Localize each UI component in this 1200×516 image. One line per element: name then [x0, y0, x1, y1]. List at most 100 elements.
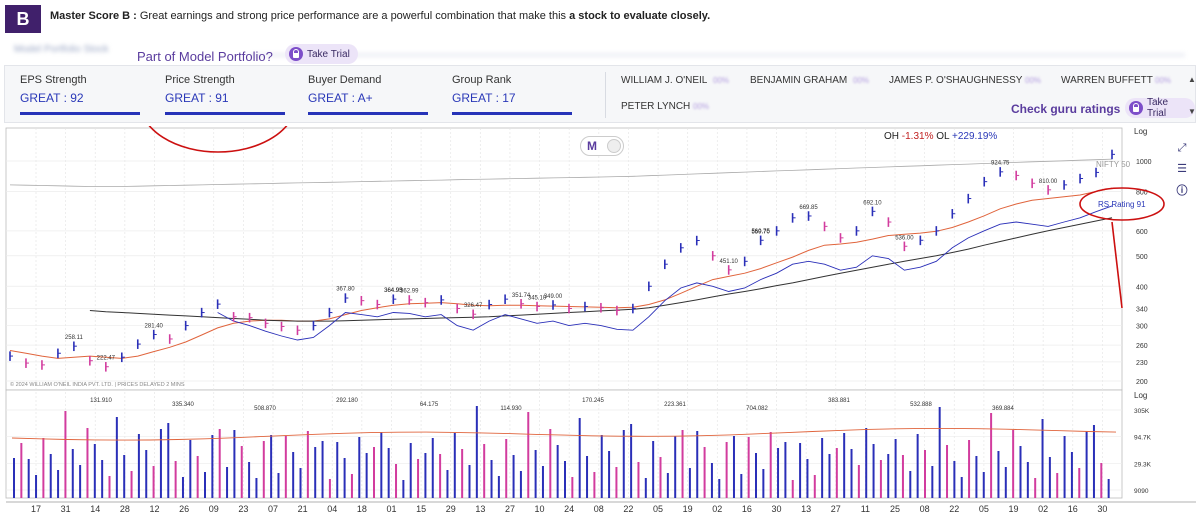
volume-label: 114.930	[500, 406, 522, 412]
price-label: 351.74	[512, 293, 531, 299]
price-tick-label: 260	[1136, 343, 1148, 350]
check-guru-ratings-label: Check guru ratings	[1011, 102, 1121, 116]
price-label: 451.10	[720, 259, 739, 265]
info-icon[interactable]: ⓘ	[1176, 185, 1188, 197]
price-label: 536.00	[895, 235, 914, 241]
annotation-circle-price-strength	[148, 126, 288, 153]
model-portfolio-row: Model Portfolio Stock Part of Model Port…	[0, 40, 1200, 66]
x-tick-label: 22	[949, 504, 959, 514]
volume-label: 383.881	[828, 398, 850, 404]
guru-graham-pct: 00%	[853, 76, 870, 85]
price-label: 367.80	[336, 287, 355, 293]
volume-label: 131.910	[90, 398, 112, 404]
guru-oshaughnessy-pct: 00%	[1025, 76, 1042, 85]
metric-label: Price Strength	[165, 74, 235, 86]
chart-toggle[interactable]: M	[580, 136, 624, 156]
master-score-conclusion: a stock to evaluate closely.	[569, 10, 711, 22]
metric-label: EPS Strength	[20, 74, 87, 86]
metric-value: GREAT : 92	[20, 91, 84, 105]
volume-tick-label: 305K	[1134, 408, 1150, 415]
x-tick-label: 28	[120, 504, 130, 514]
guru-oshaughnessy[interactable]: JAMES P. O'SHAUGHNESSY	[889, 75, 1023, 86]
price-label: 281.40	[145, 323, 164, 329]
volume-label: 170.245	[582, 398, 604, 404]
price-label: 362.99	[400, 289, 419, 295]
volume-label: 369.884	[992, 406, 1014, 412]
price-tick-label: 500	[1136, 254, 1148, 261]
metrics-divider	[605, 72, 606, 118]
guru-oneil-pct: 00%	[713, 76, 730, 85]
x-tick-label: 14	[90, 504, 100, 514]
x-tick-label: 07	[268, 504, 278, 514]
price-tick-label: 340	[1136, 306, 1148, 313]
x-tick-label: 17	[31, 504, 41, 514]
x-tick-label: 25	[890, 504, 900, 514]
marketsmith-logo-icon: M	[587, 139, 597, 153]
take-trial-label: Take Trial	[1147, 97, 1169, 119]
x-tick-label: 10	[535, 504, 545, 514]
lock-icon	[289, 47, 303, 61]
x-tick-label: 05	[653, 504, 663, 514]
model-portfolio-take-trial-button[interactable]: Take Trial	[285, 44, 358, 64]
price-tick-label: 1000	[1136, 159, 1152, 166]
series-line-nifty-50	[9, 158, 1113, 187]
master-score-bar: B Master Score B : Great earnings and st…	[0, 0, 1200, 36]
price-label: 559.70	[751, 229, 770, 235]
guru-graham[interactable]: BENJAMIN GRAHAM	[750, 75, 848, 86]
x-tick-label: 15	[416, 504, 426, 514]
metric-bar	[165, 112, 285, 115]
price-tick-label: 300	[1136, 324, 1148, 331]
x-tick-label: 08	[920, 504, 930, 514]
price-label: 349.00	[544, 294, 563, 300]
volume-tick-label: 29.3K	[1134, 461, 1152, 468]
price-scale-label: Log	[1134, 127, 1147, 136]
x-tick-label: 05	[979, 504, 989, 514]
x-tick-label: 12	[149, 504, 159, 514]
price-tick-label: 800	[1136, 190, 1148, 197]
volume-label: 508.870	[254, 406, 276, 412]
x-tick-label: 19	[1009, 504, 1019, 514]
volume-label: 223.361	[664, 402, 686, 408]
lock-icon	[1129, 101, 1143, 115]
x-tick-label: 22	[623, 504, 633, 514]
metric-label: Buyer Demand	[308, 74, 382, 86]
metric-bar	[452, 112, 572, 115]
master-score-label: Master Score B :	[50, 10, 137, 22]
annotation-arrow	[1111, 221, 1123, 309]
price-label: 692.10	[863, 200, 882, 206]
scroll-up-icon[interactable]: ▲	[1188, 75, 1196, 84]
master-score-badge: B	[5, 5, 41, 33]
x-tick-label: 13	[801, 504, 811, 514]
guru-buffett[interactable]: WARREN BUFFETT	[1061, 75, 1153, 86]
x-tick-label: 04	[327, 504, 337, 514]
metric-value: GREAT : 17	[452, 91, 516, 105]
volume-tick-label: 9090	[1134, 488, 1149, 495]
layout-icon[interactable]: ☰	[1177, 163, 1187, 175]
volume-tick-label: 94.7K	[1134, 435, 1152, 442]
scroll-down-icon[interactable]: ▼	[1188, 107, 1196, 116]
guru-oneil[interactable]: WILLIAM J. O'NEIL	[621, 75, 708, 86]
price-volume-chart: 17 31 14 28 12 26 09 23 07 21 04 18 01 15 29 13 27 10 24 08…	[4, 126, 1196, 516]
ol-label: OL	[936, 131, 950, 142]
take-trial-label: Take Trial	[307, 48, 350, 60]
x-tick-label: 16	[1068, 504, 1078, 514]
metric-label: Group Rank	[452, 74, 512, 86]
price-label: 669.85	[799, 205, 818, 211]
x-tick-label: 19	[683, 504, 693, 514]
price-label: 364.95	[384, 288, 403, 294]
price-label: 560.75	[751, 229, 770, 235]
series-line-ma-short	[9, 187, 1113, 359]
guru-lynch-pct: 00%	[693, 102, 710, 111]
volume-scale-label: Log	[1134, 391, 1147, 400]
price-label: 222.47	[97, 355, 116, 361]
x-tick-label: 18	[357, 504, 367, 514]
x-tick-label: 29	[446, 504, 456, 514]
expand-icon[interactable]: ⤢	[1177, 142, 1187, 154]
price-label: 326.47	[464, 303, 483, 309]
toggle-knob	[607, 139, 621, 153]
guru-lynch[interactable]: PETER LYNCH	[621, 101, 691, 112]
volume-label: 335.340	[172, 402, 194, 408]
metric-value: GREAT : 91	[165, 91, 229, 105]
master-score-text: Master Score B : Great earnings and stro…	[50, 10, 710, 22]
guru-take-trial-button[interactable]: Take Trial	[1125, 97, 1195, 119]
